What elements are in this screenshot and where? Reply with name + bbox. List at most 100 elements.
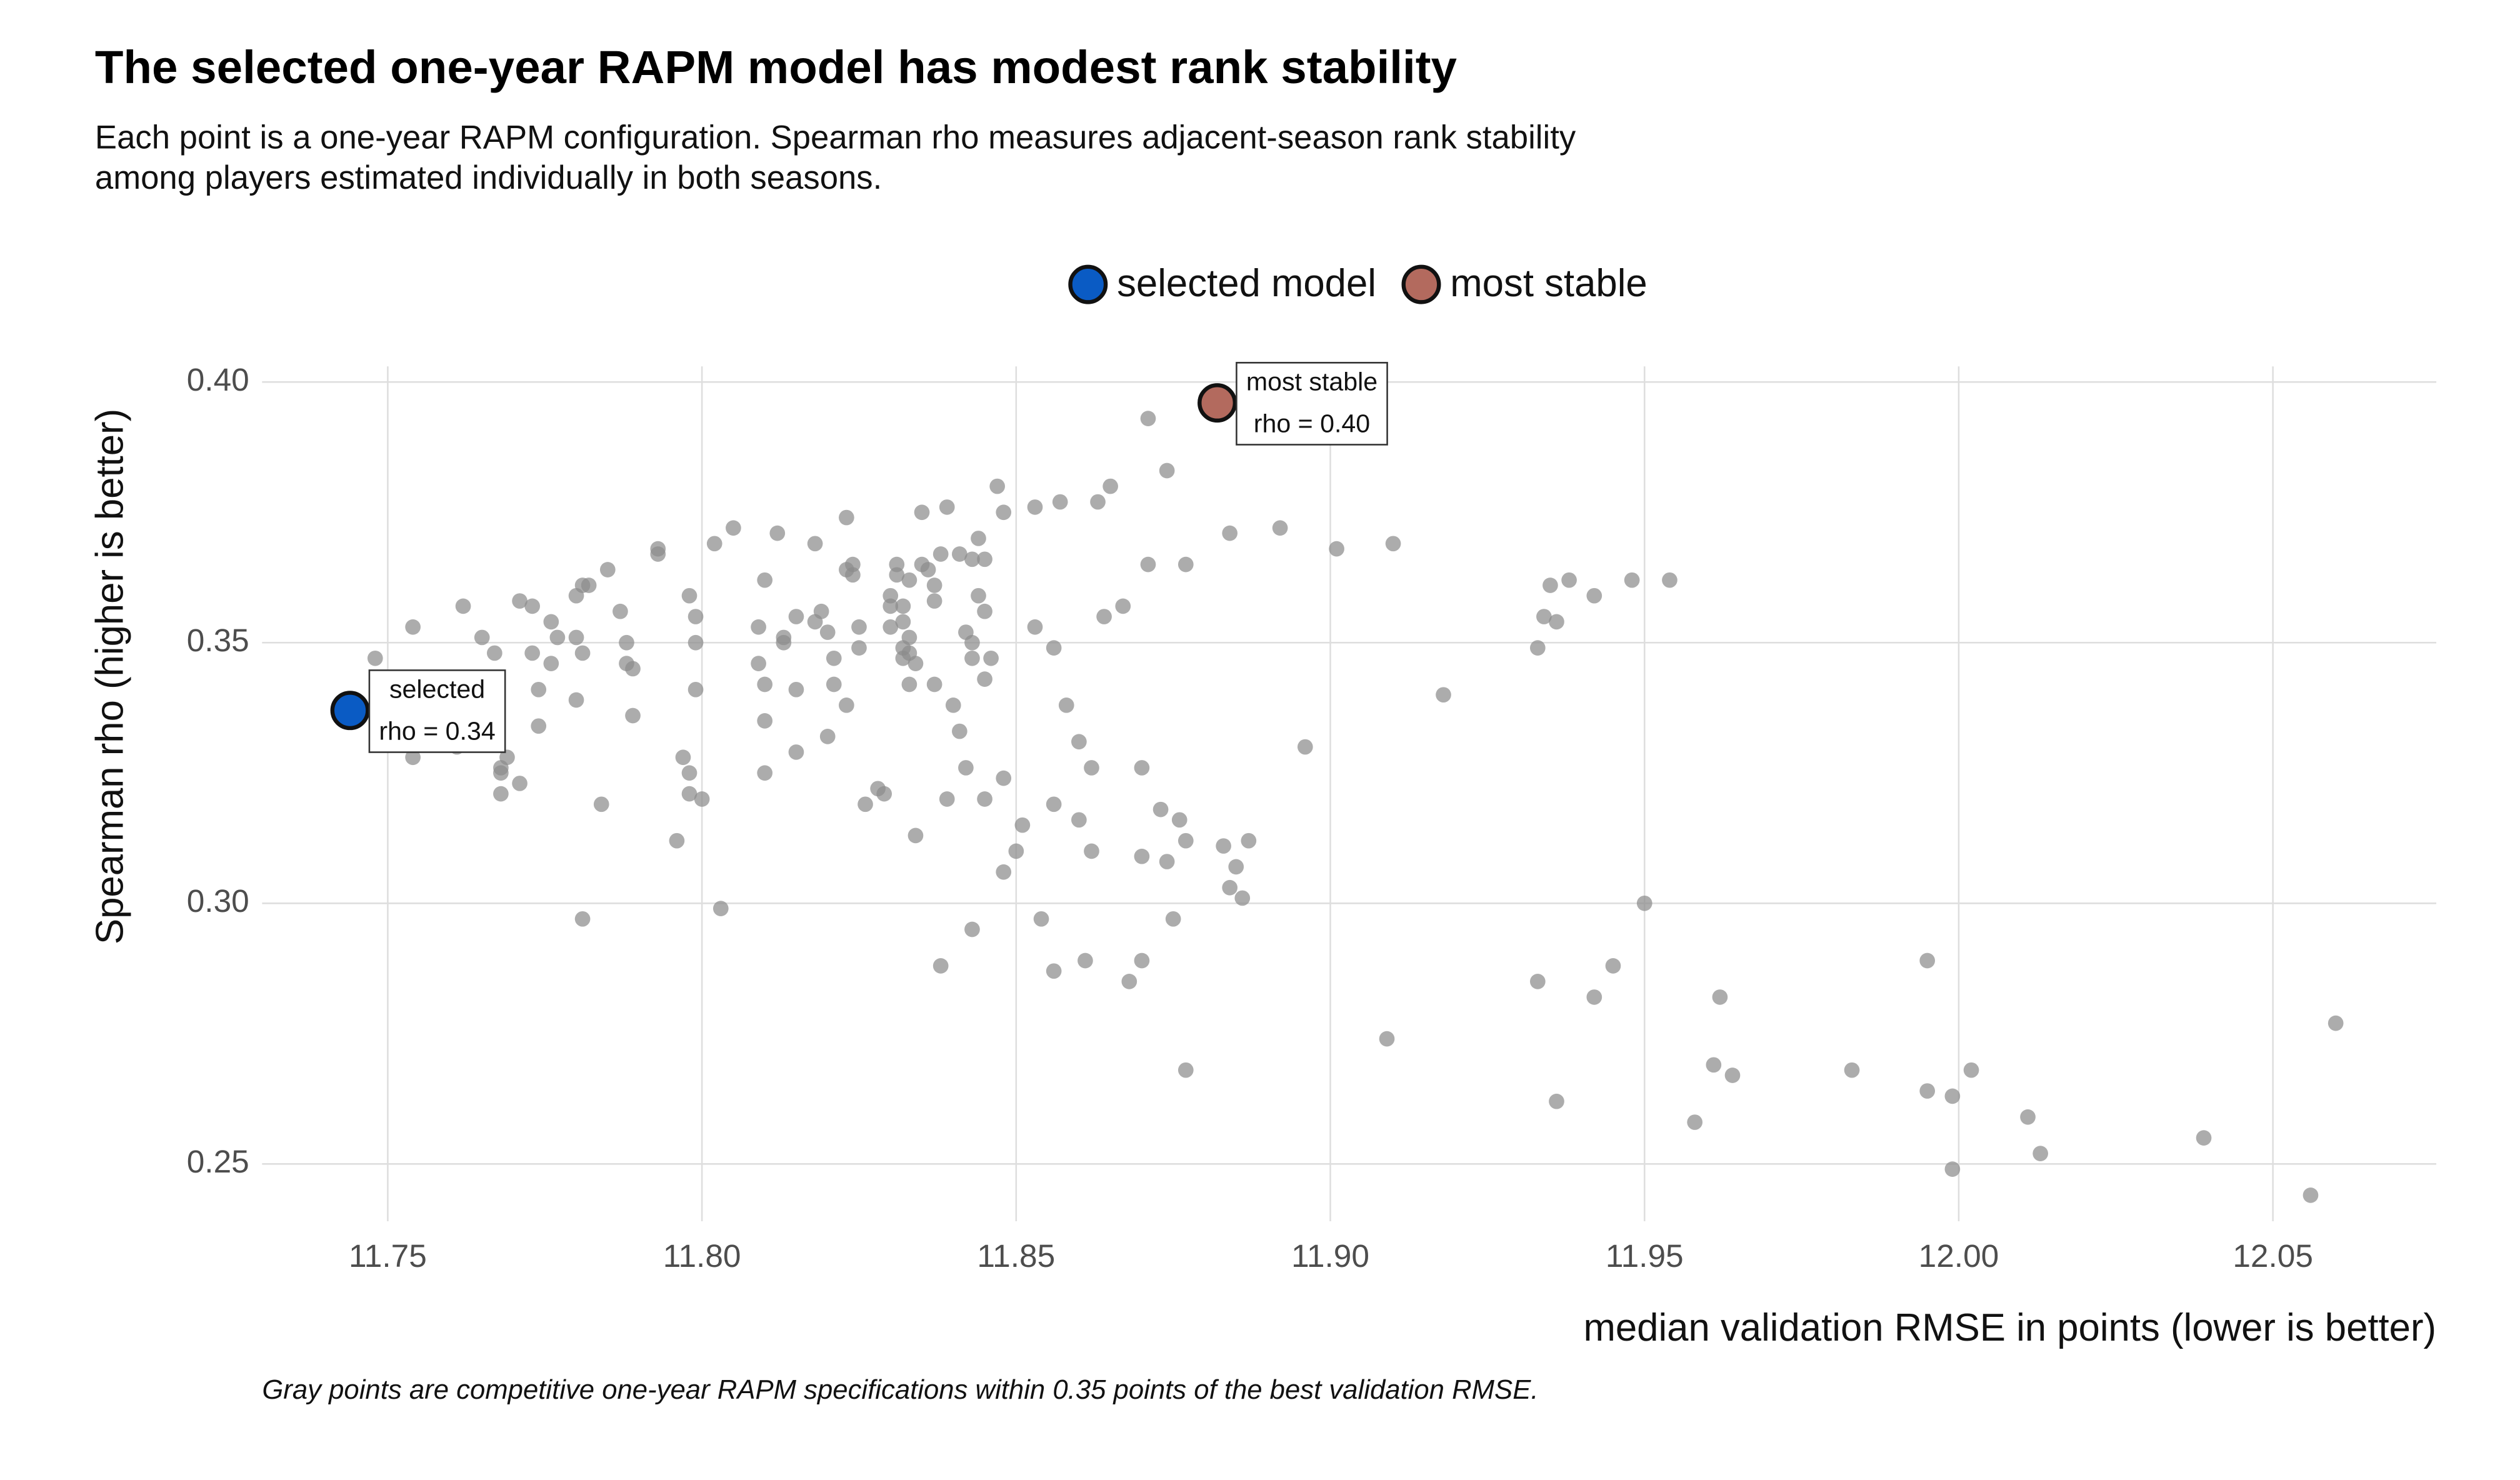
point [1687, 1114, 1703, 1130]
point [757, 765, 773, 781]
annotation-text: rho = 0.40 [1254, 409, 1370, 438]
point [1058, 698, 1074, 713]
point [1071, 734, 1087, 750]
point [688, 609, 704, 624]
point [983, 650, 999, 666]
legend-marker [1401, 264, 1441, 304]
point [914, 504, 930, 521]
point [1046, 963, 1062, 979]
point [858, 796, 873, 812]
point [1234, 890, 1251, 906]
point [1165, 911, 1181, 927]
point [1102, 478, 1118, 494]
point [1436, 687, 1451, 703]
point [1605, 958, 1621, 974]
point [1159, 462, 1175, 479]
point [908, 656, 924, 671]
point [1090, 494, 1106, 510]
point [1121, 974, 1138, 989]
point [788, 609, 804, 624]
point [996, 770, 1012, 786]
point [851, 619, 867, 635]
x-tick-label: 12.00 [1919, 1238, 1999, 1274]
point [1706, 1057, 1722, 1073]
point [1272, 520, 1288, 536]
x-tick-label: 11.80 [663, 1238, 741, 1274]
point [932, 546, 949, 562]
point [1385, 536, 1401, 552]
point [1033, 911, 1049, 927]
point [989, 478, 1006, 494]
point [1027, 619, 1043, 635]
point [839, 509, 854, 526]
point [1084, 760, 1099, 776]
point [788, 744, 804, 760]
point [512, 776, 528, 791]
x-tick-label: 11.95 [1606, 1238, 1684, 1274]
point [1297, 739, 1313, 755]
point [1084, 843, 1099, 859]
y-tick-label: 0.30 [187, 882, 249, 919]
point [1071, 812, 1087, 828]
point [1159, 854, 1175, 869]
point [493, 786, 509, 802]
legend-label: most stable [1450, 262, 1647, 305]
point [581, 578, 597, 593]
point [851, 640, 867, 656]
annotation-box [368, 669, 506, 753]
annotation: selected rho = 0.34 [368, 669, 506, 753]
point [889, 567, 905, 583]
point [932, 958, 949, 974]
point [675, 749, 691, 766]
point [524, 598, 541, 614]
point [1529, 640, 1546, 656]
point [757, 572, 773, 588]
point [751, 619, 766, 635]
point [1178, 1062, 1194, 1078]
point [1222, 879, 1238, 896]
point [757, 676, 773, 692]
point [1241, 832, 1257, 849]
subtitle: Each point is a one-year RAPM configurat… [95, 119, 1576, 156]
point [1008, 843, 1024, 859]
point [568, 629, 584, 646]
point [901, 572, 918, 588]
point [650, 541, 666, 557]
point [826, 676, 842, 692]
point [599, 562, 616, 578]
y-axis-label: Spearman rho (higher is better) [89, 409, 132, 944]
point [706, 536, 722, 552]
point [499, 749, 515, 766]
point [1724, 1068, 1741, 1083]
point [1014, 817, 1031, 833]
point [474, 629, 490, 646]
point [996, 504, 1012, 521]
point [367, 650, 383, 666]
point [901, 629, 918, 646]
point [819, 729, 836, 744]
point [1624, 572, 1640, 588]
point [694, 791, 710, 807]
point [1134, 760, 1150, 776]
point [688, 634, 704, 651]
point [1712, 989, 1728, 1005]
point [1178, 832, 1194, 849]
point [845, 567, 861, 583]
point [971, 588, 986, 604]
point [1944, 1088, 1961, 1104]
point [813, 603, 829, 619]
point [1096, 609, 1112, 624]
point [882, 619, 899, 635]
point [769, 525, 786, 541]
point [405, 619, 421, 635]
x-tick-label: 11.85 [977, 1238, 1055, 1274]
point [1222, 525, 1238, 541]
x-axis-label: median validation RMSE in points (lower … [1583, 1306, 2436, 1349]
point [531, 681, 547, 698]
point [1561, 572, 1577, 588]
grid [262, 366, 2437, 1222]
point [574, 911, 591, 927]
point [1586, 989, 1602, 1005]
